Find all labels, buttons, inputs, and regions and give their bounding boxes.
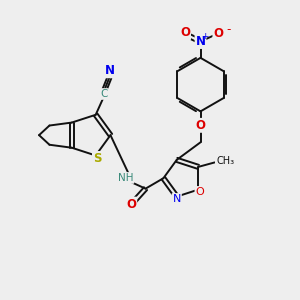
Text: O: O: [126, 198, 136, 211]
Text: N: N: [105, 64, 115, 77]
Text: O: O: [196, 119, 206, 132]
Text: O: O: [195, 187, 204, 197]
Text: C: C: [100, 89, 108, 99]
Text: O: O: [180, 26, 190, 39]
Text: -: -: [226, 23, 230, 36]
Text: O: O: [213, 27, 224, 40]
Text: NH: NH: [118, 173, 134, 183]
Text: N: N: [196, 35, 206, 48]
Text: S: S: [93, 152, 101, 165]
Text: N: N: [172, 194, 181, 204]
Text: CH₃: CH₃: [216, 156, 234, 166]
Text: +: +: [201, 32, 208, 41]
